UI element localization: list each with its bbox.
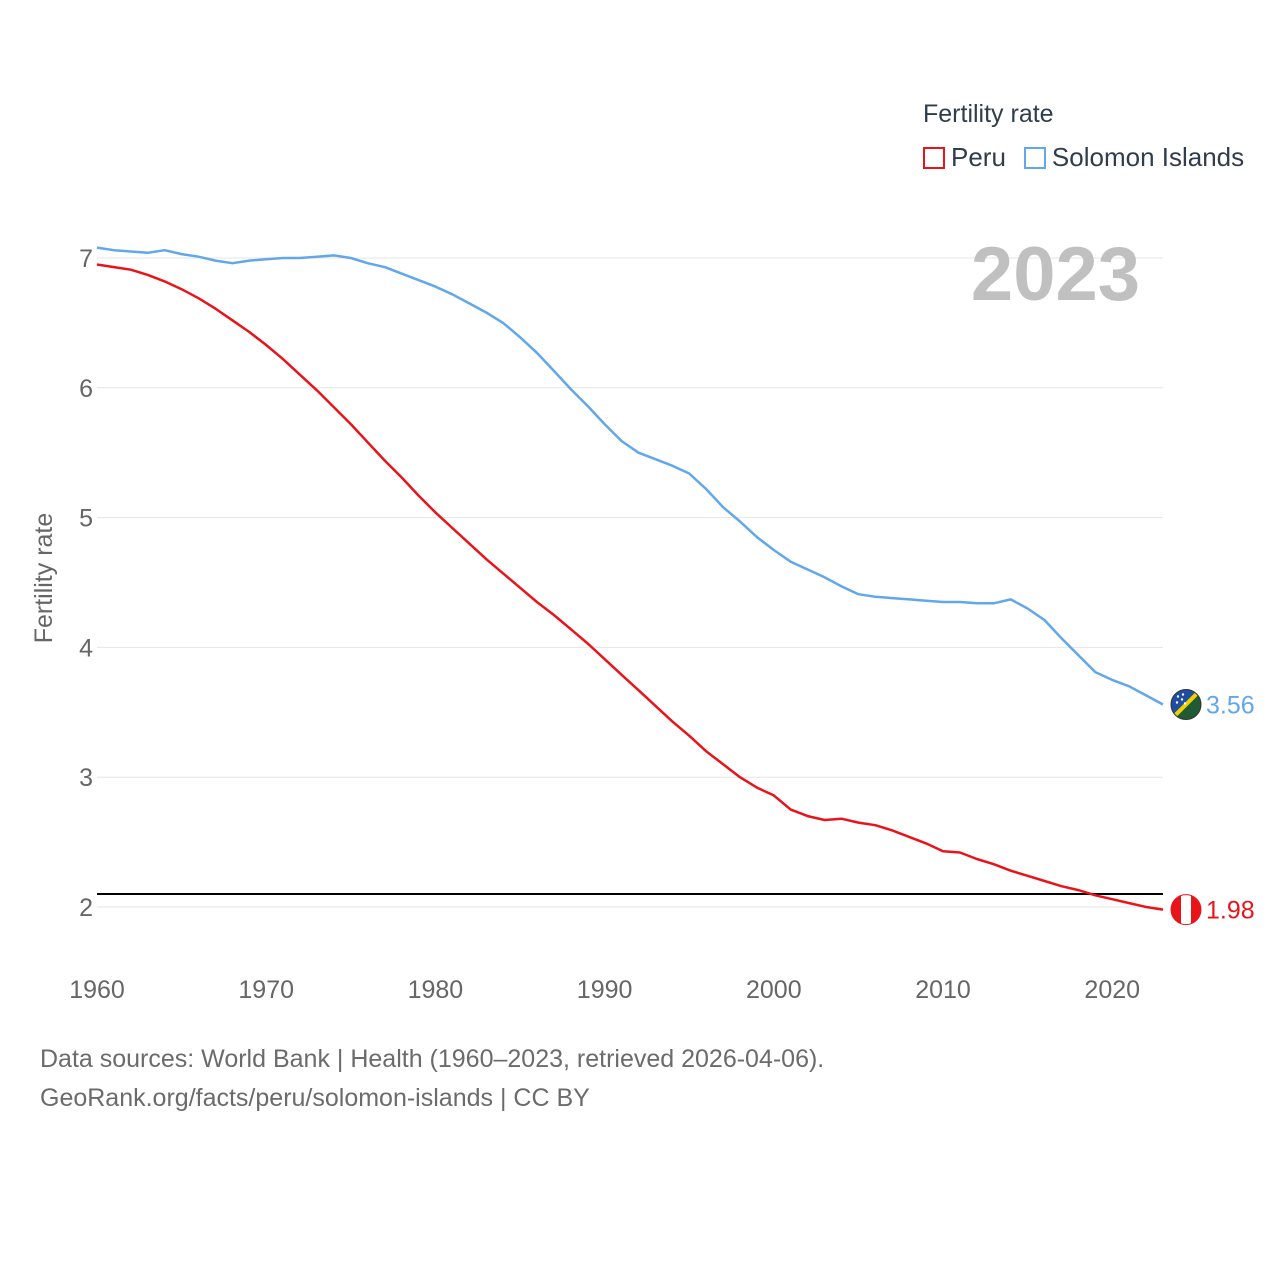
series-line-solomon-islands [96, 246, 1164, 706]
legend: Peru Solomon Islands [923, 142, 1262, 173]
flag-icon-peru [1170, 894, 1202, 926]
legend-swatch-solomon-islands [1023, 146, 1046, 169]
legend-item-peru[interactable]: Peru [923, 142, 1006, 173]
end-value-label-solomon-islands: 3.56 [1206, 692, 1255, 720]
flag-icon-solomon-islands [1170, 689, 1202, 721]
series-lines [96, 246, 1164, 911]
legend-swatch-peru [923, 146, 945, 169]
gridlines [97, 257, 1163, 908]
legend-label-solomon-islands: Solomon Islands [1051, 142, 1245, 172]
y-tick-label: 7 [79, 245, 93, 273]
x-tick-label: 1960 [69, 976, 125, 1004]
y-axis-label: Fertility rate [30, 513, 58, 644]
series-end-markers: 1.98 3.56 [1170, 689, 1255, 926]
y-tick-label: 3 [79, 764, 93, 792]
y-axis-ticks: 2 3 4 5 6 7 [79, 245, 93, 922]
x-tick-label: 2000 [746, 976, 802, 1004]
x-tick-label: 1970 [238, 976, 294, 1004]
end-value-label-peru: 1.98 [1206, 897, 1255, 925]
legend-label-peru: Peru [951, 142, 1006, 172]
year-label: 2023 [971, 232, 1140, 317]
y-tick-label: 5 [79, 505, 93, 533]
series-line-peru [96, 263, 1164, 911]
legend-title: Fertility rate [923, 100, 1054, 128]
x-tick-label: 1990 [577, 976, 633, 1004]
y-tick-label: 2 [79, 894, 93, 922]
y-tick-label: 4 [79, 634, 93, 662]
legend-item-solomon-islands[interactable]: Solomon Islands [1023, 142, 1245, 173]
source-link[interactable]: GeoRank.org/facts/peru/solomon-islands |… [40, 1084, 590, 1112]
y-tick-label: 6 [79, 375, 93, 403]
x-tick-label: 2010 [915, 976, 971, 1004]
x-tick-label: 1980 [408, 976, 464, 1004]
x-tick-label: 2020 [1084, 976, 1140, 1004]
source-line-1: Data sources: World Bank | Health (1960–… [40, 1045, 825, 1073]
x-axis-ticks: 1960 1970 1980 1990 2000 2010 2020 [69, 976, 1140, 1004]
